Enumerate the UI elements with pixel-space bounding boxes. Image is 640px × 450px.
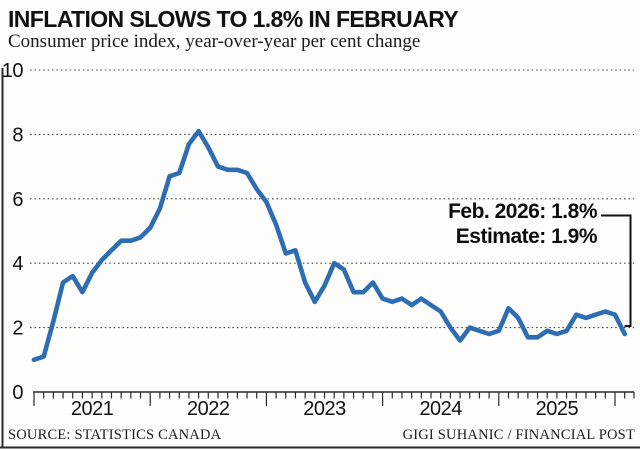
y-axis-label: 0: [12, 382, 23, 404]
author-credit: GIGI SUHANIC / FINANCIAL POST: [402, 427, 635, 443]
last-point-annotation: Feb. 2026: 1.8% Estimate: 1.9%: [448, 199, 597, 249]
year-label: 2023: [303, 398, 346, 420]
y-axis-label: 2: [12, 318, 23, 340]
y-axis-label: 10: [2, 60, 24, 82]
source-credit: SOURCE: STATISTICS CANADA: [8, 427, 222, 443]
annotation-estimate-line: Estimate: 1.9%: [455, 225, 598, 248]
cpi-line: [31, 128, 628, 363]
chart-title: INFLATION SLOWS TO 1.8% IN FEBRUARY: [8, 6, 459, 32]
chart-subtitle: Consumer price index, year-over-year per…: [8, 31, 421, 52]
annotation-value-line: Feb. 2026: 1.8%: [448, 200, 597, 223]
y-axis-label: 8: [12, 124, 23, 146]
year-label: 2021: [71, 398, 114, 420]
annotation-callout-line: [601, 214, 632, 327]
y-axis-label: 4: [12, 253, 23, 275]
y-axis-label: 6: [12, 189, 23, 211]
year-label: 2025: [536, 398, 579, 420]
year-label: 2022: [187, 398, 230, 420]
year-label: 2024: [419, 398, 462, 420]
